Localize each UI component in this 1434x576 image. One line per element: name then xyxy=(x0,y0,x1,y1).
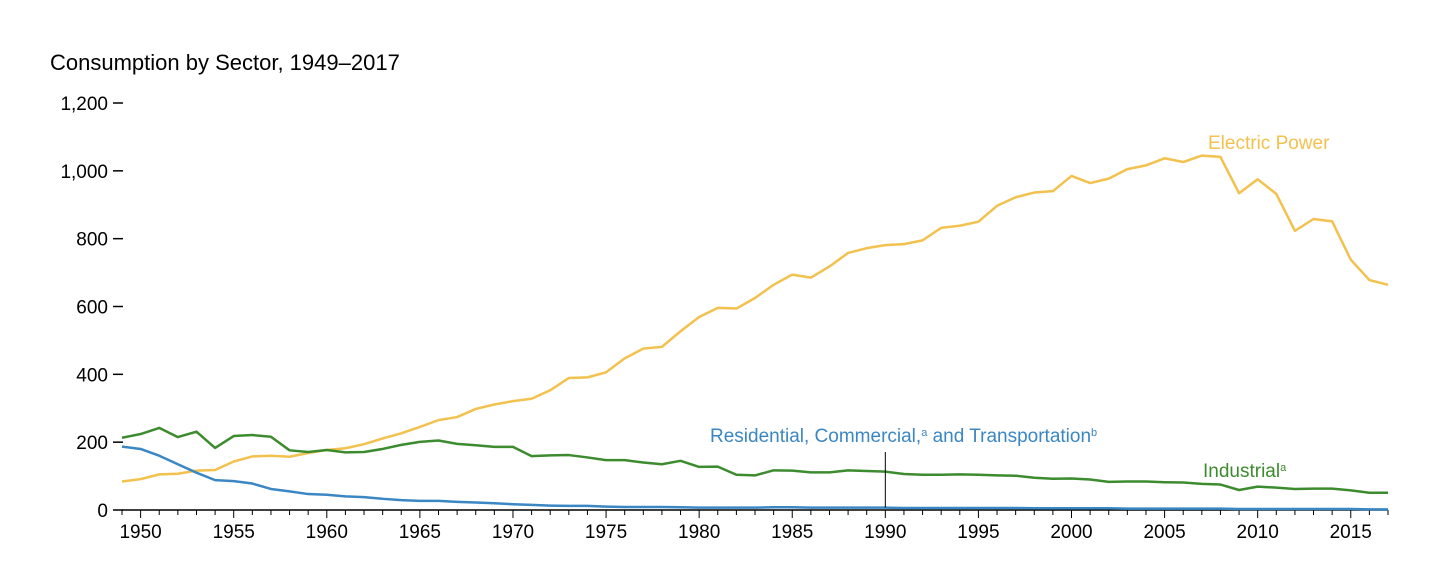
x-tick-label: 1960 xyxy=(306,522,348,543)
x-tick-label: 2000 xyxy=(1050,522,1092,543)
x-tick-label: 1955 xyxy=(213,522,255,543)
series-line-industrial xyxy=(121,426,1388,494)
x-tick-label: 1965 xyxy=(399,522,441,543)
y-tick-label: 1,000 xyxy=(60,162,108,183)
series-lines xyxy=(121,154,1389,511)
y-tick-label: 600 xyxy=(76,298,108,319)
x-tick-label: 2005 xyxy=(1143,522,1185,543)
y-tick-label: 1,200 xyxy=(60,94,108,115)
x-tick-label: 2015 xyxy=(1330,522,1372,543)
x-tick-label: 1985 xyxy=(771,522,813,543)
x-tick-label: 1995 xyxy=(957,522,999,543)
series-line-electric xyxy=(121,154,1389,483)
y-tick-label: 200 xyxy=(76,433,108,454)
y-tick-label: 0 xyxy=(97,501,108,522)
series-label-electric-power: Electric Power xyxy=(1208,133,1330,154)
x-tick-label: 1950 xyxy=(119,522,161,543)
x-tick-label: 1975 xyxy=(585,522,627,543)
series-label-industrial: Industriala xyxy=(1203,461,1287,482)
x-axis: 1950 1955 1960 1965 1970 1975 1980 1985 1990 1995… xyxy=(119,509,1389,543)
x-tick-label: 1980 xyxy=(678,522,720,543)
series-label-residential-commercial-transportation: Residential, Commercial,a and Transporta… xyxy=(710,426,1097,447)
y-tick-label: 800 xyxy=(76,230,108,251)
x-tick-label: 1990 xyxy=(864,522,906,543)
y-axis: 0 200 400 600 800 1,000 1,200 xyxy=(60,94,123,522)
series-line-residential xyxy=(121,445,1388,511)
chart-title: Consumption by Sector, 1949–2017 xyxy=(50,50,400,75)
x-tick-label: 2010 xyxy=(1237,522,1279,543)
x-tick-label: 1970 xyxy=(492,522,534,543)
y-tick-label: 400 xyxy=(76,365,108,386)
